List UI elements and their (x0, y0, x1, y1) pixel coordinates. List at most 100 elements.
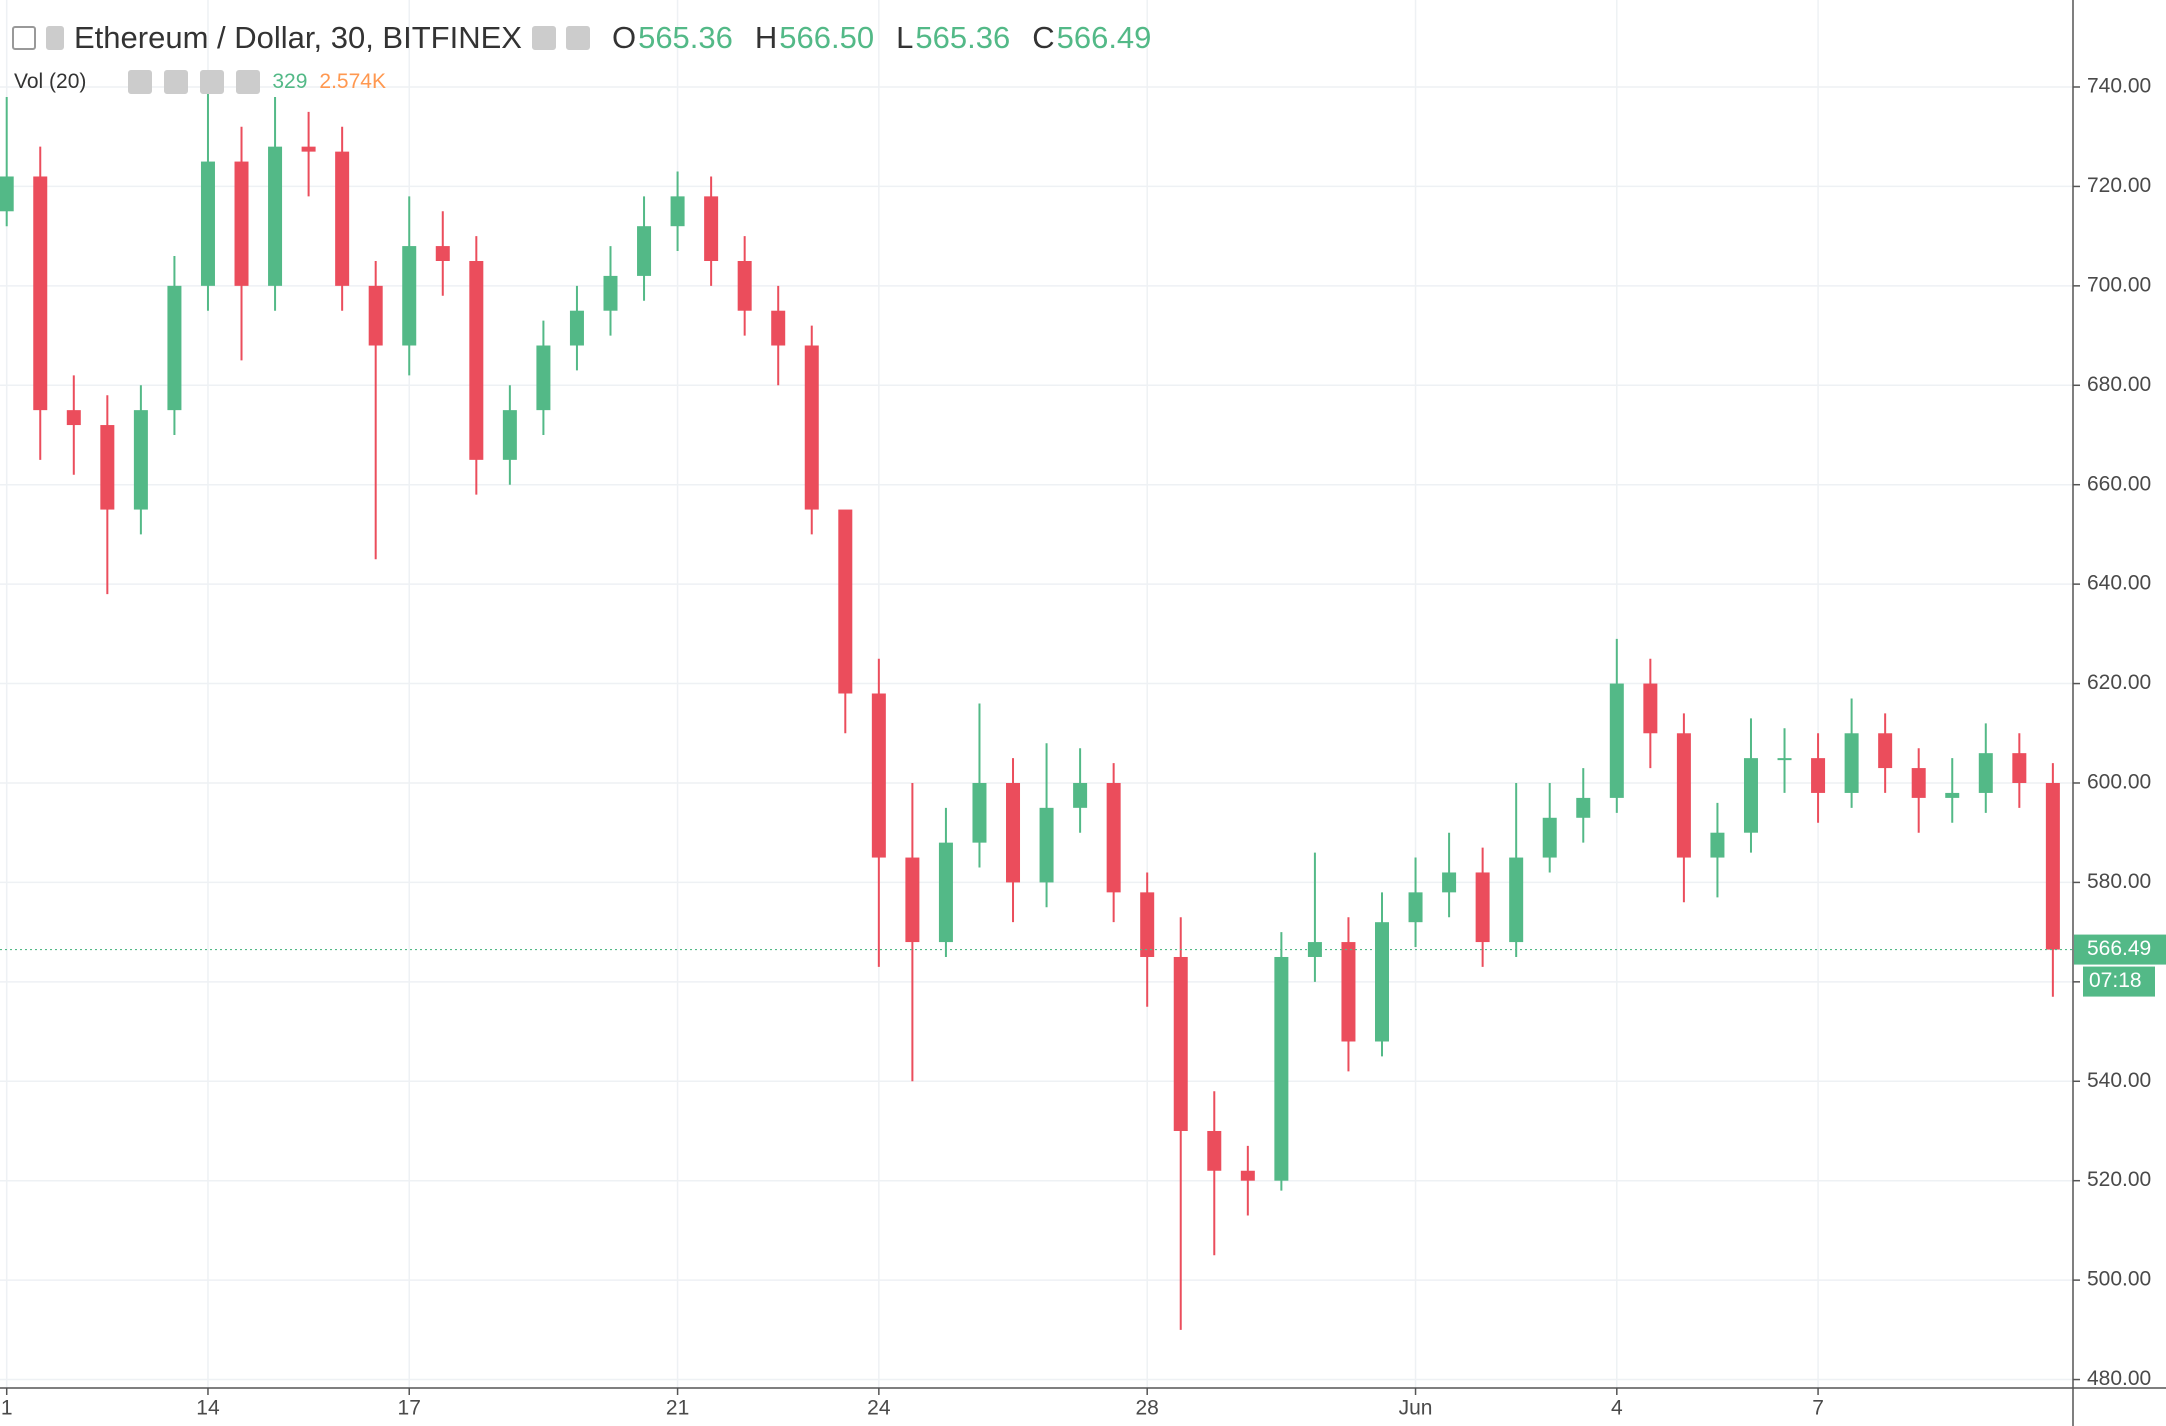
candle-body (301, 146, 316, 152)
candle-body (1811, 758, 1826, 793)
y-tick-label: 660.00 (2087, 472, 2151, 495)
y-tick-label: 720.00 (2087, 174, 2151, 197)
chart-title: Ethereum / Dollar, 30, BITFINEX (74, 20, 522, 55)
candle-body (1576, 797, 1591, 818)
candle-body (1844, 733, 1859, 793)
y-tick-label: 580.00 (2087, 870, 2151, 893)
candle-body (1274, 956, 1289, 1181)
x-tick-label: Jun (1399, 1397, 1433, 1420)
candle-body (1140, 892, 1155, 957)
candle-body (2045, 782, 2060, 950)
candle-body (0, 176, 14, 212)
candle-body (234, 161, 249, 286)
eye-icon[interactable] (128, 70, 153, 94)
candle-body (1006, 782, 1021, 883)
candle-body (1945, 792, 1960, 798)
ohlc-value: 566.49 (1056, 20, 1152, 55)
candle-body (938, 842, 953, 943)
candle-body (33, 176, 48, 411)
last-price-label: 566.49 (2087, 937, 2151, 960)
candle-body (100, 425, 115, 510)
ohlc-key: H (754, 20, 778, 55)
candle-body (871, 693, 886, 858)
candle-body (200, 161, 215, 286)
y-tick-label: 620.00 (2087, 671, 2151, 694)
candle-body (704, 196, 719, 261)
candle-body (435, 246, 450, 261)
candle-body (66, 410, 81, 426)
ohlc-key: O (611, 20, 637, 55)
candle-body (1408, 892, 1423, 923)
volume-average: 2.574K (319, 70, 386, 93)
candle-body (1240, 1170, 1255, 1181)
candle-body (1106, 782, 1121, 893)
candle-body (1911, 768, 1926, 798)
x-tick-label: 21 (666, 1397, 689, 1420)
x-tick-label: 28 (1136, 1397, 1159, 1420)
candle-body (1341, 942, 1356, 1042)
y-tick-label: 600.00 (2087, 771, 2151, 794)
candle-body (1039, 807, 1054, 883)
ohlc-value: 565.36 (638, 20, 733, 55)
x-tick-label: 14 (196, 1397, 220, 1420)
y-tick-label: 680.00 (2087, 373, 2151, 396)
candle-body (804, 345, 819, 510)
candle-body (737, 260, 752, 311)
candle-body (502, 410, 517, 460)
y-tick-label: 640.00 (2087, 572, 2151, 595)
candle-body (368, 285, 383, 346)
candle-body (268, 146, 283, 286)
candle-body (1475, 872, 1490, 943)
candle-body (335, 151, 350, 286)
x-tick-label: 24 (867, 1397, 891, 1420)
candle-body (569, 310, 584, 346)
y-tick-label: 520.00 (2087, 1168, 2151, 1191)
candle-body (905, 857, 920, 943)
settings-icon[interactable] (164, 70, 189, 94)
y-tick-label: 480.00 (2087, 1367, 2151, 1390)
candle-body (402, 246, 417, 346)
y-tick-label: 540.00 (2087, 1069, 2151, 1092)
volume-title: Vol (20) (14, 70, 87, 93)
add-icon[interactable] (200, 70, 225, 94)
x-tick-label: 17 (398, 1397, 421, 1420)
candle-body (1375, 922, 1389, 1042)
x-tick-label: 7 (1812, 1397, 1824, 1420)
candle-body (167, 285, 182, 411)
candle-body (1173, 956, 1188, 1131)
close-icon[interactable] (236, 70, 261, 94)
candle-body (1643, 683, 1658, 734)
settings-icon[interactable] (565, 26, 590, 50)
legend-header: Ethereum / Dollar, 30, BITFINEX O 565.36 H… (12, 20, 1151, 56)
candle-body (603, 275, 618, 311)
candle-body (1609, 683, 1624, 798)
y-tick-label: 700.00 (2087, 273, 2151, 296)
candle-body (1777, 758, 1792, 761)
candle-body (1676, 733, 1691, 858)
flag-icon[interactable] (46, 26, 64, 50)
candle-body (1307, 942, 1322, 957)
countdown-label: 07:18 (2089, 969, 2142, 992)
ohlc-key: C (1032, 20, 1055, 55)
ohlc-key: L (896, 20, 914, 55)
candle-body (1978, 753, 1993, 793)
ohlc-value: 566.50 (779, 20, 875, 55)
candle-body (1442, 872, 1457, 893)
candle-body (2012, 753, 2027, 783)
countdown-box (2083, 966, 2155, 997)
y-tick-label: 500.00 (2087, 1268, 2151, 1291)
candle-body (1743, 758, 1758, 833)
last-price-box (2074, 934, 2166, 965)
volume-value: 329 (272, 70, 308, 93)
candle-body (838, 509, 853, 694)
candle-body (771, 310, 786, 346)
candle-body (670, 196, 685, 227)
candle-body (1710, 832, 1725, 858)
collapse-button[interactable] (12, 26, 36, 50)
x-tick-label: 4 (1611, 1397, 1623, 1420)
eye-icon[interactable] (531, 26, 556, 50)
candle-body (133, 410, 148, 510)
candle-body (637, 226, 652, 276)
